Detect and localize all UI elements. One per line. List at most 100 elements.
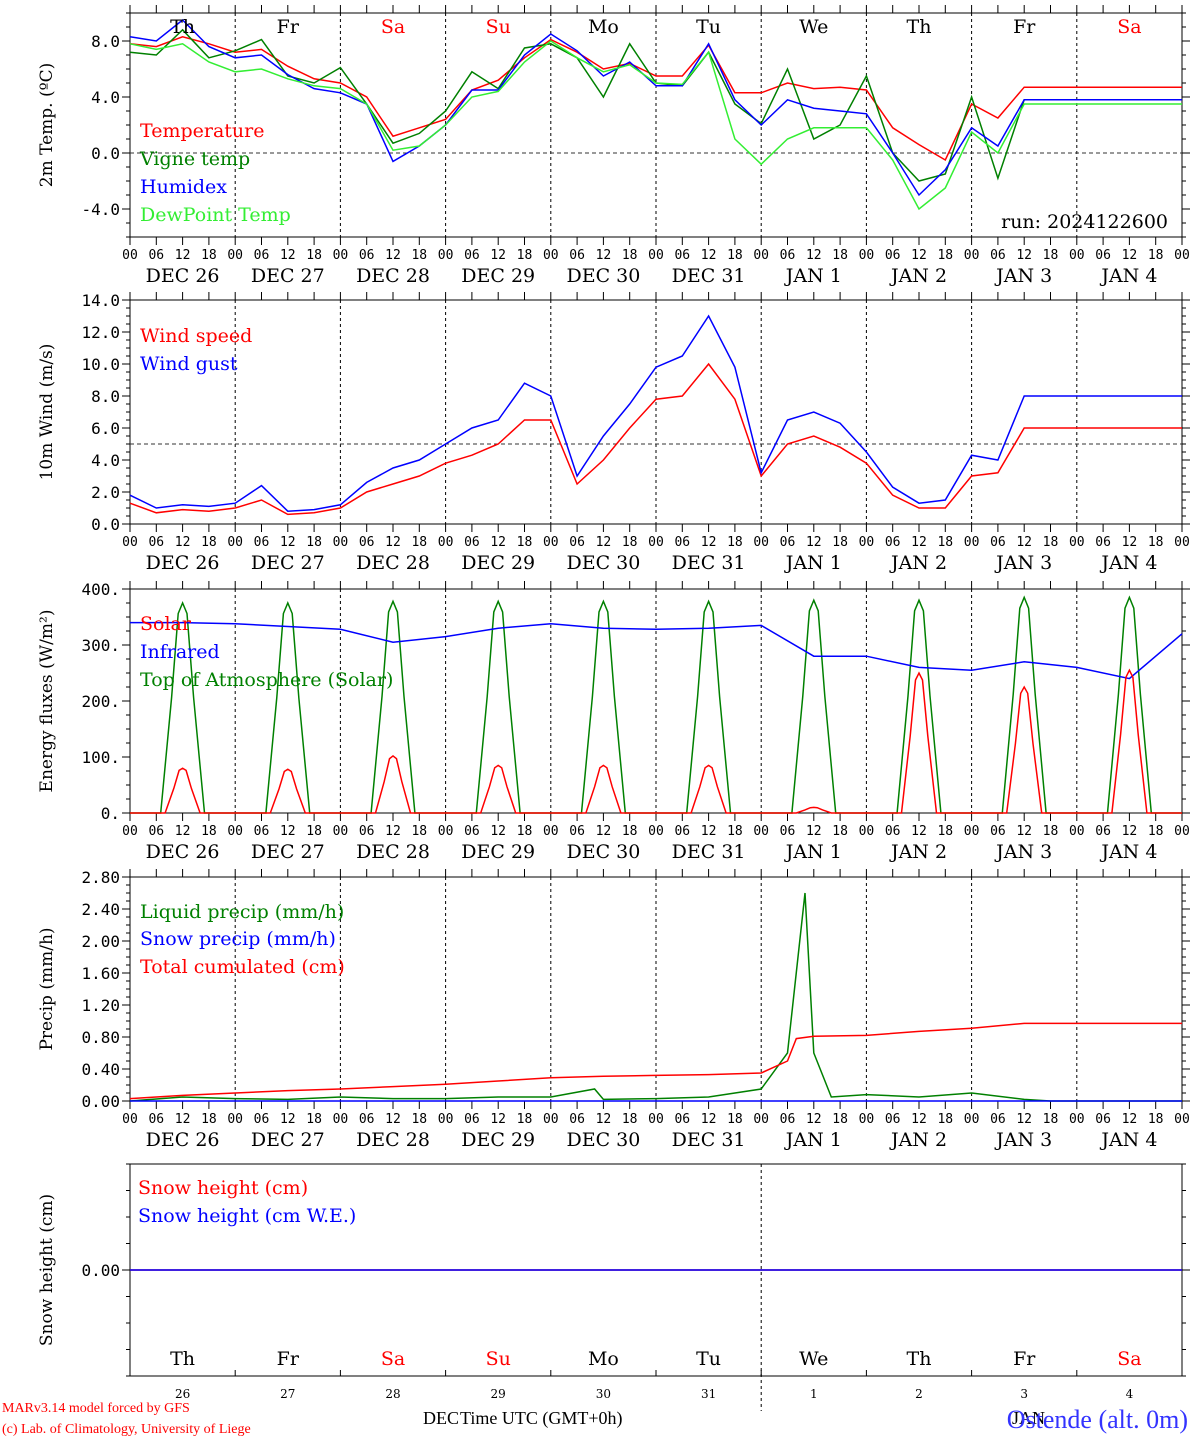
- hour-tick-label: 06: [780, 248, 796, 263]
- legend-entry: Humidex: [140, 176, 227, 198]
- day-number-label: 1: [810, 1387, 818, 1401]
- weekday-label: Th: [170, 1348, 195, 1370]
- hour-tick-label: 12: [1016, 535, 1032, 550]
- day-label: DEC 26: [146, 841, 220, 863]
- hour-tick-label: 06: [464, 248, 480, 263]
- day-label: DEC 29: [461, 265, 535, 287]
- footer-lab-credit: (c) Lab. of Climatology, University of L…: [2, 1422, 251, 1437]
- day-label: DEC 29: [461, 841, 535, 863]
- day-number-label: 2: [915, 1387, 923, 1401]
- day-label: DEC 26: [146, 552, 220, 574]
- weekday-label: Th: [170, 16, 195, 38]
- hour-tick-label: 06: [569, 1112, 585, 1127]
- y-tick-label: 0.00: [81, 1092, 120, 1111]
- hour-tick-label: 06: [674, 824, 690, 839]
- series-line-red: [130, 668, 1182, 814]
- weekday-label: Su: [486, 16, 511, 38]
- series-line-red: [129, 36, 1182, 162]
- hour-tick-label: 12: [701, 248, 717, 263]
- hour-tick-label: 00: [333, 1112, 349, 1127]
- hour-tick-label: 18: [411, 1112, 427, 1127]
- hour-tick-label: 12: [911, 248, 927, 263]
- y-tick-label: 0.80: [81, 1028, 120, 1047]
- y-tick-label: 6.0: [91, 419, 120, 438]
- day-label: DEC 30: [566, 552, 640, 574]
- hour-tick-label: 00: [1069, 1112, 1085, 1127]
- hour-tick-label: 00: [859, 1112, 875, 1127]
- hour-tick-label: 18: [201, 535, 217, 550]
- day-label: DEC 27: [251, 841, 325, 863]
- legend-entry: Total cumulated (cm): [140, 956, 345, 978]
- y-tick-label: 4.0: [91, 88, 120, 107]
- hour-tick-label: 18: [201, 248, 217, 263]
- footer-month-left: DEC: [423, 1408, 459, 1428]
- hour-tick-label: 06: [464, 824, 480, 839]
- hour-tick-label: 00: [333, 535, 349, 550]
- hour-tick-label: 18: [517, 1112, 533, 1127]
- weekday-label: Mo: [588, 1348, 619, 1370]
- hour-tick-label: 12: [596, 248, 612, 263]
- hour-tick-label: 18: [1043, 535, 1059, 550]
- y-tick-label: 0.: [101, 804, 120, 823]
- day-label: JAN 4: [1099, 1129, 1157, 1151]
- series-line-blue: [129, 314, 1182, 512]
- weekday-label: Sa: [381, 16, 405, 38]
- hour-tick-label: 12: [1016, 248, 1032, 263]
- hour-tick-label: 12: [911, 535, 927, 550]
- day-number-label: 31: [701, 1387, 716, 1401]
- day-label: JAN 2: [889, 265, 947, 287]
- day-label: DEC 28: [356, 265, 430, 287]
- legend-entry: Snow height (cm W.E.): [138, 1205, 356, 1227]
- hour-tick-label: 06: [674, 248, 690, 263]
- hour-tick-label: 18: [622, 824, 638, 839]
- hour-tick-label: 00: [122, 248, 138, 263]
- hour-tick-label: 12: [490, 535, 506, 550]
- hour-tick-label: 06: [148, 824, 164, 839]
- hour-tick-label: 06: [780, 1112, 796, 1127]
- hour-tick-label: 18: [937, 1112, 953, 1127]
- day-label: DEC 27: [251, 552, 325, 574]
- hour-tick-label: 18: [411, 248, 427, 263]
- y-tick-label: 2.80: [81, 868, 120, 887]
- hour-tick-label: 18: [306, 535, 322, 550]
- hour-tick-label: 18: [517, 824, 533, 839]
- weekday-label: We: [799, 1348, 828, 1370]
- hour-tick-label: 18: [1148, 248, 1164, 263]
- day-label: DEC 31: [672, 265, 746, 287]
- hour-tick-label: 06: [674, 1112, 690, 1127]
- day-label: DEC 28: [356, 1129, 430, 1151]
- day-label: JAN 3: [994, 265, 1052, 287]
- hour-tick-label: 00: [648, 824, 664, 839]
- hour-tick-label: 18: [1043, 1112, 1059, 1127]
- legend-entry: Wind speed: [140, 325, 252, 347]
- weekday-label: Sa: [1117, 1348, 1141, 1370]
- y-tick-label: 2.40: [81, 900, 120, 919]
- hour-tick-label: 06: [359, 248, 375, 263]
- hour-tick-label: 00: [438, 824, 454, 839]
- hour-tick-label: 00: [438, 1112, 454, 1127]
- y-tick-label: 8.0: [91, 387, 120, 406]
- hour-tick-label: 12: [1122, 248, 1138, 263]
- footer-month-right: JAN: [1012, 1408, 1045, 1428]
- day-number-label: 30: [596, 1387, 611, 1401]
- y-tick-label: 10.0: [81, 355, 120, 374]
- day-number-label: 3: [1020, 1387, 1028, 1401]
- hour-tick-label: 06: [464, 1112, 480, 1127]
- y-tick-label: 400.: [81, 580, 120, 599]
- y-axis-label: 2m Temp. (ºC): [37, 63, 57, 188]
- hour-tick-label: 00: [543, 248, 559, 263]
- y-tick-label: 1.20: [81, 996, 120, 1015]
- hour-tick-label: 12: [175, 824, 191, 839]
- hour-tick-label: 18: [1043, 248, 1059, 263]
- hour-tick-label: 12: [1016, 824, 1032, 839]
- plot-frame: [129, 588, 1183, 814]
- hour-tick-label: 06: [990, 824, 1006, 839]
- day-label: DEC 31: [672, 1129, 746, 1151]
- y-tick-label: 0.00: [81, 1261, 120, 1280]
- hour-tick-label: 06: [359, 535, 375, 550]
- hour-tick-label: 18: [411, 535, 427, 550]
- hour-tick-label: 00: [227, 824, 243, 839]
- hour-tick-label: 18: [1148, 1112, 1164, 1127]
- y-tick-label: 8.0: [91, 32, 120, 51]
- hour-tick-label: 00: [753, 824, 769, 839]
